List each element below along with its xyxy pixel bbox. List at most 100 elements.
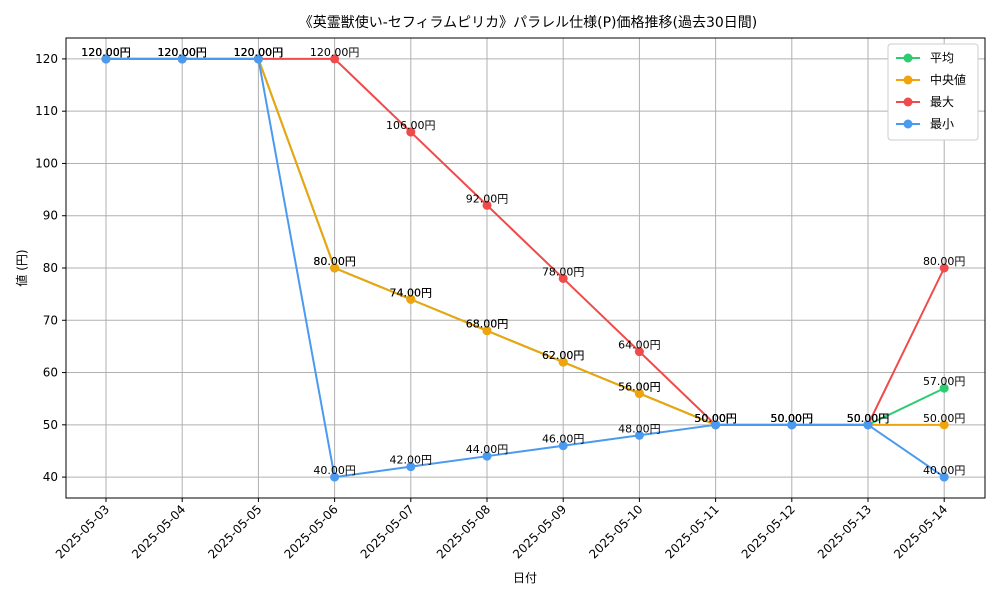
series-layer: 120.00円 120.00円 120.00円 80.00円 74.00円 68.00円 6… <box>81 46 965 482</box>
data-point <box>330 54 340 64</box>
y-tick-label: 50 <box>43 418 58 432</box>
legend-label: 中央値 <box>930 72 966 87</box>
data-label: 120.00円 <box>81 46 131 59</box>
data-point <box>482 451 492 461</box>
x-axis-ticks: 2025-05-03 2025-05-04 2025-05-05 2025-05-06… <box>53 498 950 561</box>
y-tick-label: 100 <box>35 156 58 170</box>
data-point <box>101 54 111 64</box>
x-tick-label: 2025-05-14 <box>891 502 950 561</box>
x-axis-label: 日付 <box>513 571 537 585</box>
data-point <box>253 54 263 64</box>
data-label: 56.00円 <box>618 380 661 393</box>
data-label: 120.00円 <box>81 46 131 59</box>
data-label: 120.00円 <box>234 46 284 59</box>
data-point <box>482 200 492 210</box>
data-label: 120.00円 <box>234 46 284 59</box>
data-label: 120.00円 <box>81 46 131 59</box>
data-label: 80.00円 <box>923 255 966 268</box>
data-label: 62.00円 <box>542 349 585 362</box>
x-tick-label: 2025-05-05 <box>205 502 264 561</box>
data-point <box>558 441 568 451</box>
x-tick-label: 2025-05-12 <box>739 502 798 561</box>
data-point <box>482 326 492 336</box>
data-point <box>558 273 568 283</box>
data-point <box>558 357 568 367</box>
x-tick-label: 2025-05-11 <box>663 502 722 561</box>
data-label: 120.00円 <box>81 46 131 59</box>
data-label: 50.00円 <box>694 412 737 425</box>
y-tick-label: 40 <box>43 470 58 484</box>
data-point <box>406 294 416 304</box>
data-label: 57.00円 <box>923 375 966 388</box>
data-label: 50.00円 <box>694 412 737 425</box>
legend-swatch-marker <box>903 75 913 85</box>
data-label: 78.00円 <box>542 265 585 278</box>
data-label: 50.00円 <box>847 412 890 425</box>
data-label: 120.00円 <box>157 46 207 59</box>
data-label: 50.00円 <box>923 412 966 425</box>
series-3: 120.00円 120.00円 120.00円 40.00円 42.00円 44.00円 4… <box>81 46 965 482</box>
legend-swatch-marker <box>903 119 913 129</box>
legend-swatch-marker <box>903 97 913 107</box>
grid-lines <box>66 38 985 498</box>
data-label: 48.00円 <box>618 422 661 435</box>
chart-title: 《英霊獣使い-セフィラムピリカ》パラレル仕様(P)価格推移(過去30日間) <box>299 14 757 31</box>
series-line <box>106 57 945 479</box>
y-axis-ticks: 40 50 60 70 80 90 100 110 120 <box>35 52 66 484</box>
data-point <box>634 430 644 440</box>
x-tick-label: 2025-05-03 <box>53 502 112 561</box>
x-tick-label: 2025-05-10 <box>586 502 645 561</box>
data-label: 50.00円 <box>771 412 814 425</box>
x-tick-label: 2025-05-13 <box>815 502 874 561</box>
data-point <box>939 263 949 273</box>
y-tick-label: 120 <box>35 52 58 66</box>
data-point <box>634 347 644 357</box>
data-label: 50.00円 <box>771 412 814 425</box>
y-tick-label: 80 <box>43 261 58 275</box>
x-tick-label: 2025-05-07 <box>358 502 417 561</box>
series-line <box>106 57 946 426</box>
data-point <box>330 263 340 273</box>
series-1: 120.00円 120.00円 120.00円 80.00円 74.00円 68.00円 6… <box>81 46 966 430</box>
y-tick-label: 90 <box>43 209 58 223</box>
data-label: 68.00円 <box>466 318 509 331</box>
data-label: 50.00円 <box>847 412 890 425</box>
data-point <box>939 472 949 482</box>
data-point <box>863 420 873 430</box>
legend-label: 平均 <box>930 51 954 65</box>
data-point <box>634 388 644 398</box>
data-label: 50.00円 <box>771 412 814 425</box>
data-label: 44.00円 <box>466 443 509 456</box>
data-label: 56.00円 <box>618 380 661 393</box>
legend-swatch-marker <box>903 53 913 63</box>
data-point <box>177 54 187 64</box>
x-tick-label: 2025-05-06 <box>282 502 341 561</box>
legend-label: 最小 <box>930 117 954 131</box>
data-point <box>406 127 416 137</box>
data-label: 74.00円 <box>390 286 433 299</box>
data-label: 120.00円 <box>234 46 284 59</box>
data-label: 62.00円 <box>542 349 585 362</box>
data-label: 80.00円 <box>313 255 356 268</box>
x-tick-label: 2025-05-04 <box>129 502 188 561</box>
x-tick-label: 2025-05-09 <box>510 502 569 561</box>
y-tick-label: 60 <box>43 366 58 380</box>
data-label: 120.00円 <box>310 46 360 59</box>
series-0: 120.00円 120.00円 120.00円 80.00円 74.00円 68.00円 6… <box>81 46 966 430</box>
data-label: 46.00円 <box>542 433 585 446</box>
data-label: 120.00円 <box>234 46 284 59</box>
data-label: 74.00円 <box>390 286 433 299</box>
data-label: 50.00円 <box>847 412 890 425</box>
data-label: 80.00円 <box>313 255 356 268</box>
data-label: 120.00円 <box>157 46 207 59</box>
data-label: 40.00円 <box>923 464 966 477</box>
data-label: 40.00円 <box>313 464 356 477</box>
data-label: 50.00円 <box>771 412 814 425</box>
data-label: 92.00円 <box>466 192 509 205</box>
data-label: 68.00円 <box>466 318 509 331</box>
data-label: 106.00円 <box>386 119 436 132</box>
data-point <box>330 472 340 482</box>
data-label: 64.00円 <box>618 339 661 352</box>
